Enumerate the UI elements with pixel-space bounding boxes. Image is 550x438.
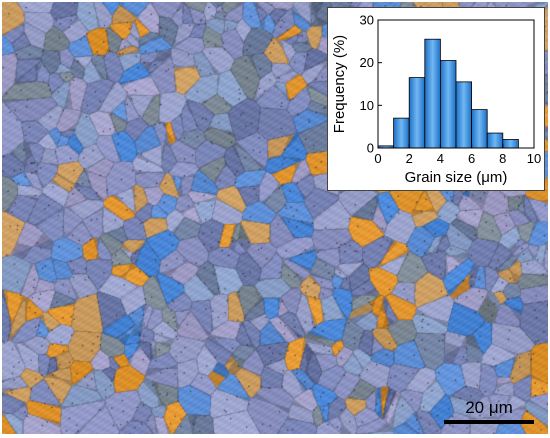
y-tick-label: 20 (360, 55, 374, 70)
y-tick-label: 30 (360, 13, 374, 28)
y-tick-label: 10 (360, 98, 374, 113)
y-tick-label: 0 (367, 141, 374, 156)
x-tick-label: 8 (499, 151, 506, 166)
histogram-bar (455, 81, 472, 149)
histogram-bar (471, 109, 488, 149)
scale-bar-line (444, 420, 534, 424)
plot-frame (377, 19, 535, 149)
x-tick-label: 0 (374, 151, 381, 166)
histogram-bar (408, 77, 426, 149)
scale-bar: 20 μm (444, 399, 534, 424)
grain-size-histogram: 0 2 4 6 8 10 0 10 20 30 Grain size (μm) Frequenc… (327, 7, 545, 191)
scale-bar-label: 20 μm (465, 398, 513, 417)
x-tick-label: 10 (527, 151, 541, 166)
x-tick-label: 6 (468, 151, 475, 166)
x-tick-label: 2 (406, 151, 413, 166)
micrograph-panel: 0 2 4 6 8 10 0 10 20 30 Grain size (μm) Frequenc… (2, 2, 548, 434)
histogram-bar (393, 117, 410, 149)
histogram-bar (486, 132, 504, 149)
histogram-bar (502, 139, 519, 149)
histogram-svg: 0 2 4 6 8 10 0 10 20 30 Grain size (μm) Frequenc… (331, 13, 541, 187)
y-axis-label: Frequency (%) (331, 35, 348, 133)
x-axis-label: Grain size (μm) (405, 169, 508, 186)
histogram-bar (424, 38, 441, 149)
histogram-bar (440, 60, 457, 149)
x-tick-label: 4 (437, 151, 444, 166)
